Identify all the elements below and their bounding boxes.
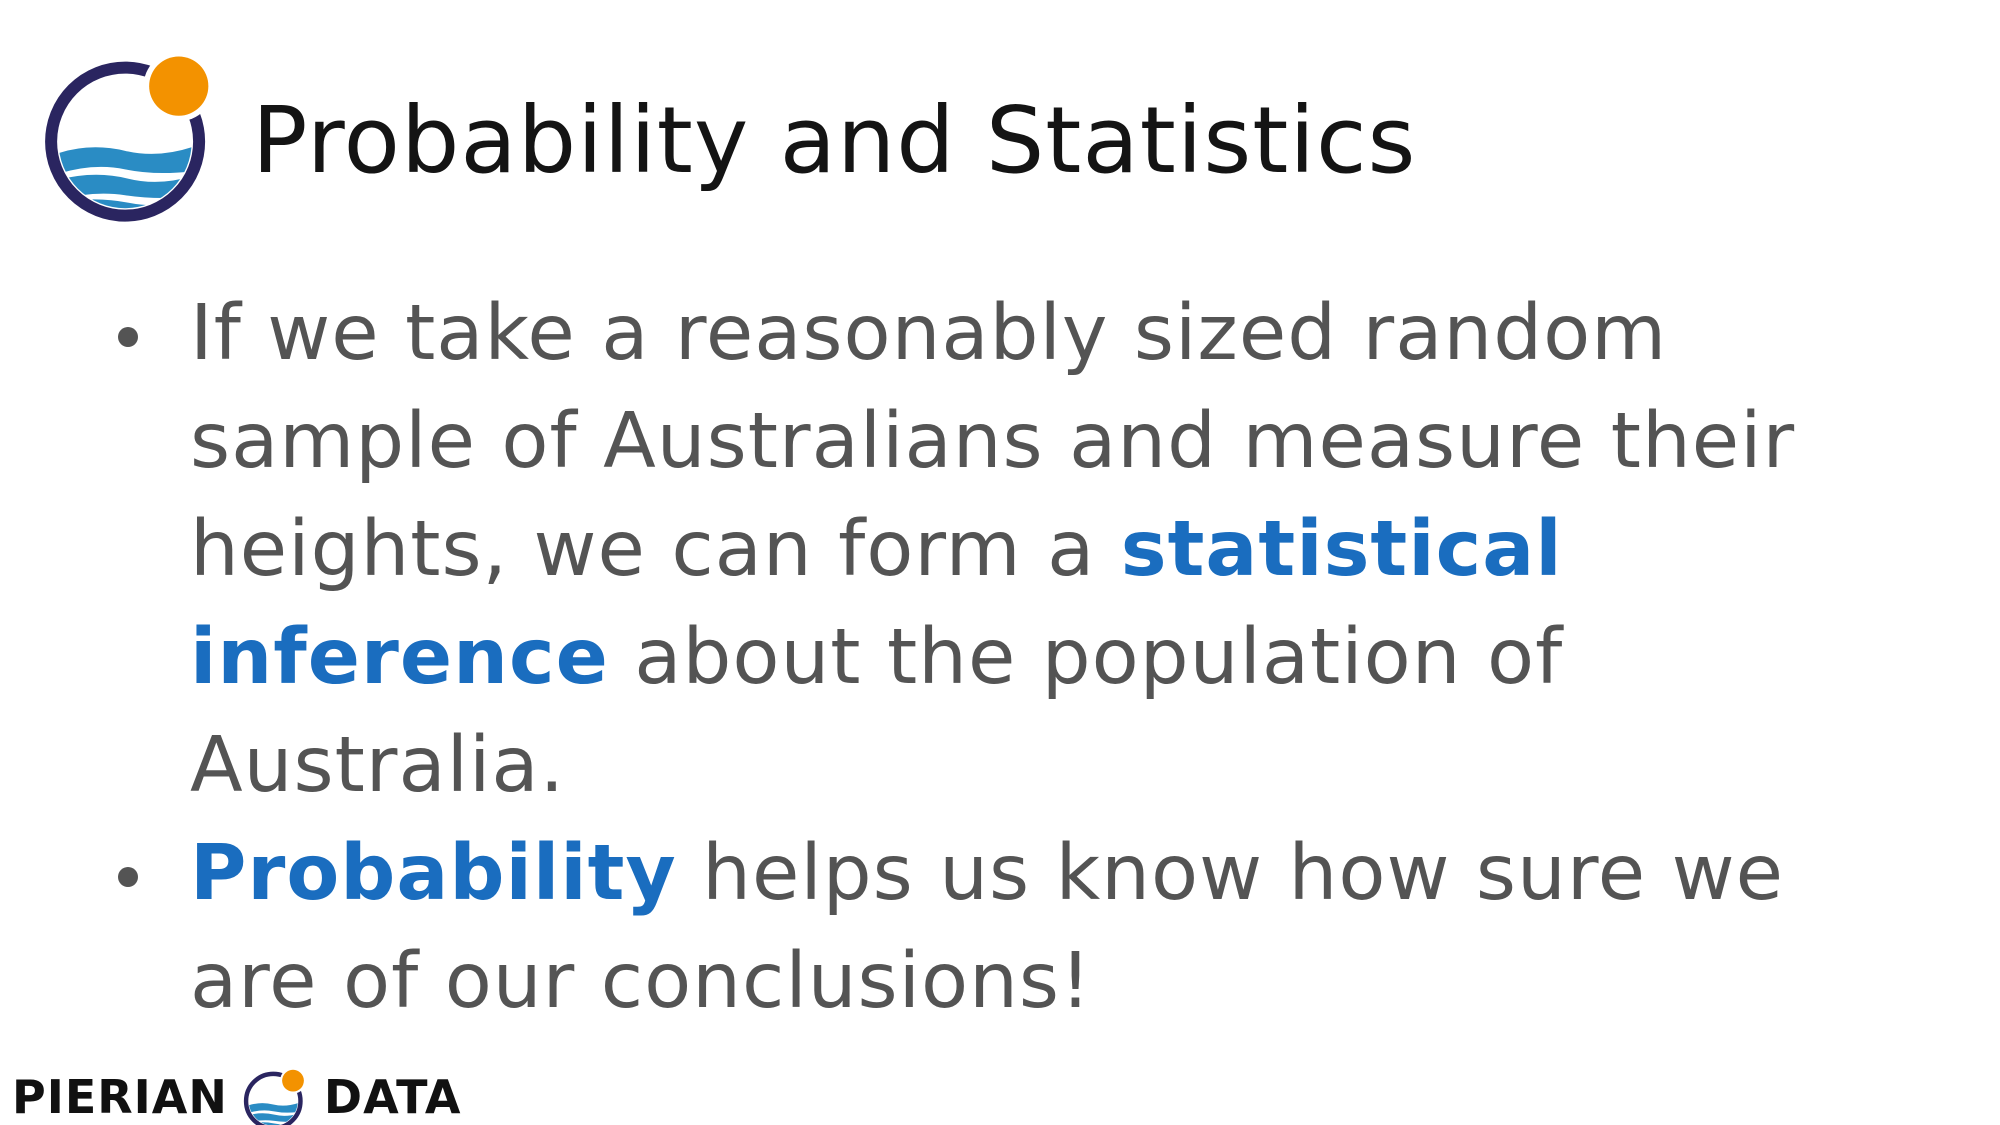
highlight-term: statistical inference xyxy=(190,505,1563,702)
bullet-list: If we take a reasonably sized random sam… xyxy=(112,280,1912,1036)
pierian-data-logo-icon xyxy=(243,1067,306,1125)
footer-brand: PIERIAN DATA xyxy=(12,1062,462,1125)
brand-left-text: PIERIAN xyxy=(12,1070,228,1124)
brand-right-text: DATA xyxy=(323,1070,462,1124)
bullet-text: helps us know how sure we are of our con… xyxy=(190,829,1784,1026)
bullet-item-inference: If we take a reasonably sized random sam… xyxy=(112,280,1912,820)
bullet-text: about the population of Australia. xyxy=(190,613,1564,810)
page-title: Probability and Statistics xyxy=(252,87,1417,194)
highlight-term: Probability xyxy=(190,829,677,918)
pierian-data-logo-icon xyxy=(45,50,214,222)
bullet-dot-icon xyxy=(118,867,138,887)
bullet-item-probability: Probability helps us know how sure we ar… xyxy=(112,820,1912,1036)
bullet-text: If we take a reasonably sized random sam… xyxy=(190,289,1796,594)
bullet-dot-icon xyxy=(118,327,138,347)
